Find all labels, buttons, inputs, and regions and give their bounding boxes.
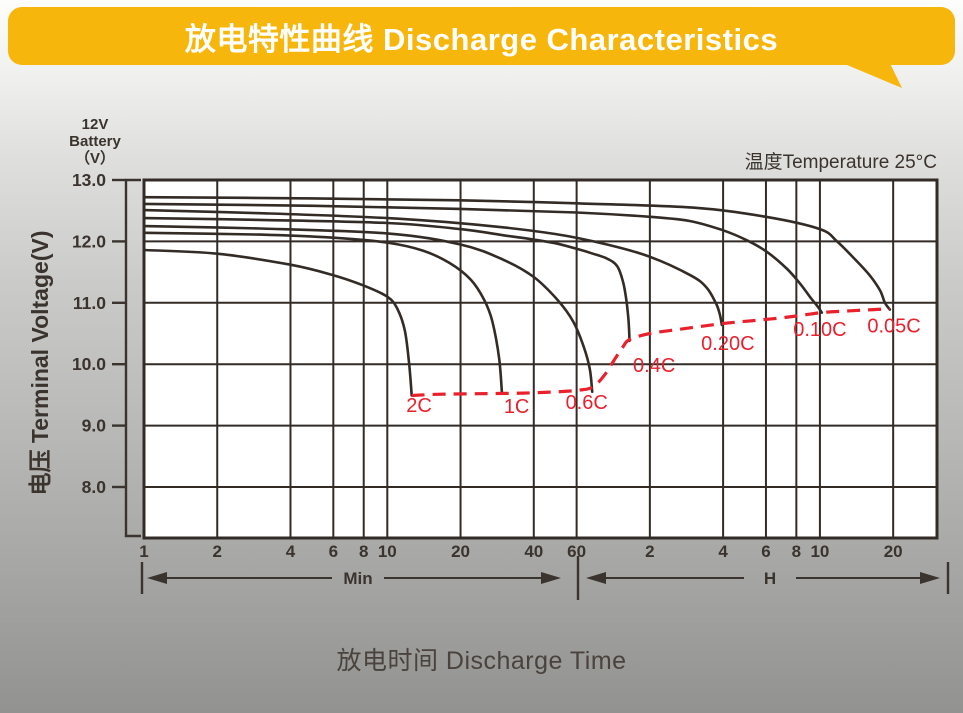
curve-label-0.6C: 0.6C xyxy=(566,392,608,414)
plot-border xyxy=(142,178,939,540)
range-label-min: Min xyxy=(343,569,372,588)
x-tick-label: 40 xyxy=(524,542,543,561)
curve-0.05C xyxy=(142,195,892,311)
x-axis-title: 放电时间 Discharge Time xyxy=(336,647,627,675)
battery-type-line1: 12V xyxy=(81,116,109,133)
curve-2C xyxy=(142,248,413,397)
curve-0.20C xyxy=(142,208,724,327)
x-tick-label: 6 xyxy=(329,542,338,561)
x-tick-label: 8 xyxy=(792,542,801,561)
curve-0.10C xyxy=(142,202,824,314)
curve-label-1C: 1C xyxy=(504,396,530,418)
x-tick-label: 1 xyxy=(139,542,148,561)
range-label-h: H xyxy=(764,569,776,588)
x-tick-label: 60 xyxy=(567,542,586,561)
arrowhead-right xyxy=(920,572,940,584)
curve-label-0.05C: 0.05C xyxy=(867,316,920,338)
x-tick-label: 20 xyxy=(884,542,903,561)
x-tick-label: 2 xyxy=(645,542,654,561)
x-tick-label: 4 xyxy=(718,542,728,561)
y-tick-label: 11.0 xyxy=(73,293,106,313)
curve-0.4C xyxy=(142,216,631,343)
temperature-note: 温度Temperature 25°C xyxy=(744,152,937,173)
x-tick-label: 6 xyxy=(761,542,770,561)
y-tick-label: 9.0 xyxy=(82,416,107,436)
curve-label-0.4C: 0.4C xyxy=(633,355,675,377)
battery-type-line2: Battery xyxy=(69,133,121,150)
y-tick-label: 8.0 xyxy=(82,477,107,497)
curve-1C xyxy=(142,231,504,395)
x-tick-label: 4 xyxy=(286,542,296,561)
curve-label-0.10C: 0.10C xyxy=(793,319,846,341)
arrowhead-left xyxy=(147,572,167,584)
y-tick-label: 10.0 xyxy=(72,354,106,374)
arrowhead-right xyxy=(541,572,561,584)
curve-label-0.20C: 0.20C xyxy=(701,333,754,355)
battery-type-line3: （V） xyxy=(74,150,115,167)
title-banner: 放电特性曲线 Discharge Characteristics xyxy=(8,7,955,65)
curve-0.6C xyxy=(142,224,594,394)
x-tick-label: 10 xyxy=(810,542,829,561)
y-tick-label: 13.0 xyxy=(72,170,106,190)
arrowhead-left xyxy=(586,572,606,584)
x-tick-label: 8 xyxy=(359,542,368,561)
x-tick-label: 10 xyxy=(378,542,397,561)
battery-type-label: 12V Battery （V） xyxy=(53,116,137,167)
page-title: 放电特性曲线 Discharge Characteristics xyxy=(184,21,779,57)
x-tick-label: 20 xyxy=(451,542,470,561)
y-axis-bracket xyxy=(124,178,141,538)
cutoff-voltage-line xyxy=(411,307,890,398)
curve-label-2C: 2C xyxy=(406,395,432,417)
x-tick-label: 2 xyxy=(213,542,222,561)
y-tick-label: 12.0 xyxy=(72,231,106,251)
